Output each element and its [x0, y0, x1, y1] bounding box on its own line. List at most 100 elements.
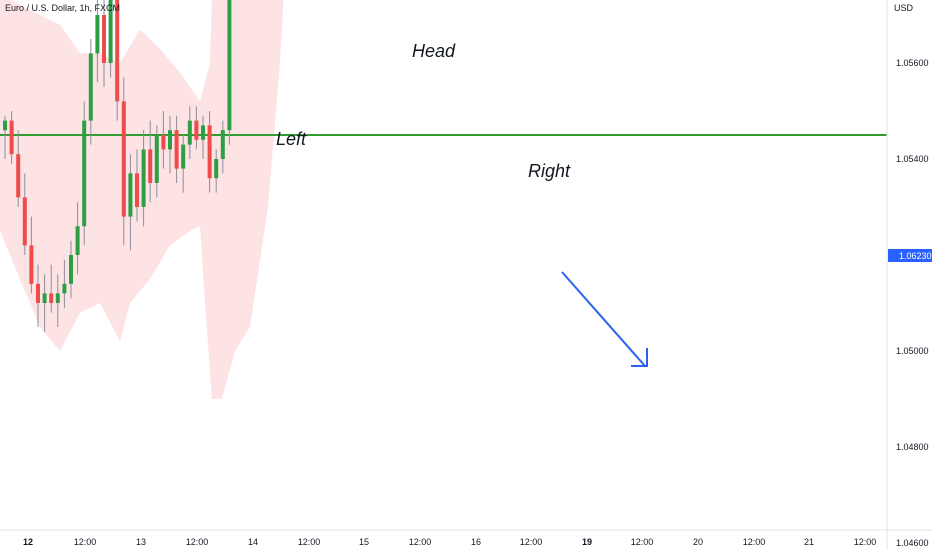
- currency-label: USD: [894, 3, 914, 13]
- time-tick-label: 12:00: [854, 537, 877, 547]
- candle: [220, 120, 225, 174]
- candle-body: [194, 120, 199, 140]
- projection-arrow: [561, 271, 648, 367]
- price-tick-label: 1.04800: [896, 442, 929, 452]
- annotation-left: Left: [276, 129, 307, 149]
- candle: [42, 274, 47, 332]
- projection-arrow-shaft: [561, 271, 646, 367]
- projection-arrow-head: [631, 348, 648, 367]
- candle-body: [29, 245, 34, 284]
- symbol-title: Euro / U.S. Dollar, 1h, FXCM: [5, 3, 121, 13]
- time-tick-label: 21: [804, 537, 814, 547]
- candle-body: [220, 130, 225, 159]
- candle-body: [115, 0, 120, 102]
- candlestick-series: [3, 0, 232, 332]
- candle: [9, 111, 14, 164]
- candle: [121, 77, 126, 246]
- candle-body: [3, 120, 7, 131]
- candle: [49, 264, 54, 313]
- candle: [95, 0, 100, 83]
- candle-body: [88, 53, 93, 121]
- time-tick-label: 16: [471, 537, 481, 547]
- candle-body: [82, 120, 87, 227]
- candle: [29, 216, 34, 294]
- candle-body: [214, 159, 219, 179]
- candle: [69, 240, 73, 299]
- price-tick-label: 1.05600: [896, 58, 929, 68]
- candle-body: [174, 130, 179, 169]
- candle-body: [62, 283, 67, 294]
- candle: [207, 111, 212, 193]
- candle: [3, 115, 7, 159]
- time-tick-label: 12:00: [186, 537, 209, 547]
- candle-body: [207, 125, 212, 179]
- candle-body: [95, 15, 100, 54]
- time-tick-label: 20: [693, 537, 703, 547]
- time-axis: 12 12:00 13 12:00 14 12:00 15 12:00 16 12:00 19 12:…: [23, 537, 876, 547]
- candle: [115, 0, 120, 121]
- time-tick-label: 14: [248, 537, 258, 547]
- candle-body: [75, 226, 80, 255]
- candle: [161, 111, 166, 169]
- candle-body: [135, 173, 139, 207]
- candle-body: [148, 149, 153, 183]
- candle-body: [9, 120, 14, 155]
- time-tick-label: 12:00: [409, 537, 432, 547]
- candle-body: [22, 197, 27, 246]
- candle-body: [42, 293, 47, 303]
- candle-body: [128, 173, 133, 217]
- candle: [174, 115, 179, 183]
- candle: [168, 115, 172, 174]
- candle-body: [55, 293, 60, 303]
- candle-body: [181, 144, 186, 169]
- candle: [181, 135, 186, 193]
- time-tick-label: 12:00: [520, 537, 543, 547]
- price-tick-label: 1.05400: [896, 154, 929, 164]
- time-tick-label: 12:00: [74, 537, 97, 547]
- annotation-head: Head: [412, 41, 456, 61]
- time-tick-label: 12:00: [743, 537, 766, 547]
- time-tick-label: 15: [359, 537, 369, 547]
- price-tick-label: 1.04600: [896, 538, 929, 548]
- price-levels: [0, 134, 887, 136]
- candle-body: [154, 135, 159, 183]
- candle: [214, 149, 219, 193]
- candle: [141, 130, 146, 227]
- candle: [75, 202, 80, 275]
- candle-body: [141, 149, 146, 207]
- candle-body: [121, 101, 126, 217]
- candle: [22, 173, 27, 255]
- annotations: Head Left Right: [276, 41, 571, 181]
- time-tick-label: 19: [582, 537, 592, 547]
- candle: [82, 101, 87, 246]
- candle: [128, 154, 133, 251]
- candle-body: [168, 130, 172, 150]
- candle: [201, 115, 205, 159]
- candle: [227, 0, 232, 145]
- time-tick-label: 12:00: [631, 537, 654, 547]
- candle: [36, 264, 40, 327]
- candle-body: [16, 154, 21, 198]
- candle-body: [49, 293, 54, 303]
- candle: [55, 274, 60, 327]
- candle: [108, 0, 113, 78]
- candle: [16, 130, 21, 207]
- candle: [154, 125, 159, 198]
- candle: [187, 106, 192, 159]
- price-tick-label: 1.05000: [896, 346, 929, 356]
- annotation-right: Right: [528, 161, 571, 181]
- time-tick-label: 13: [136, 537, 146, 547]
- current-price-badge: [888, 249, 932, 262]
- current-price-marker: 1.06230: [888, 249, 932, 262]
- candle-body: [36, 283, 40, 303]
- candle-body: [108, 0, 113, 63]
- candle-body: [161, 135, 166, 150]
- candle-body: [227, 0, 232, 131]
- candle: [102, 0, 106, 87]
- candle: [194, 106, 199, 150]
- time-tick-label: 12:00: [298, 537, 321, 547]
- candle: [88, 39, 93, 145]
- candle-body: [102, 15, 106, 63]
- candle: [148, 120, 153, 203]
